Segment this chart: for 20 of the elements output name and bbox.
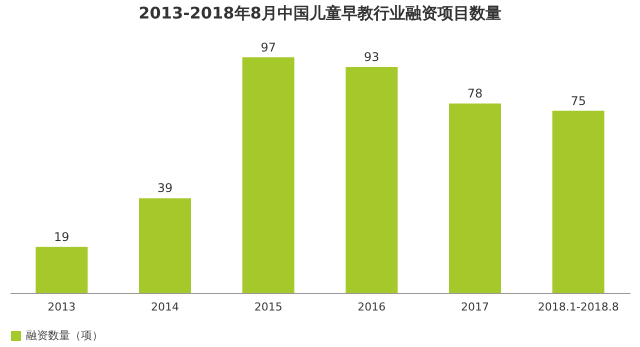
x-tick-label: 2014 [151,300,179,314]
data-label: 75 [570,94,586,108]
bar [449,103,501,293]
bar [552,110,604,293]
x-tick-label: 2013 [48,300,76,314]
data-label: 93 [364,50,380,64]
x-tick-label: 2018.1-2018.8 [538,300,619,314]
bar [242,57,294,293]
data-label: 97 [260,40,276,54]
x-tick-label: 2016 [358,300,386,314]
chart-title: 2013-2018年8月中国儿童早教行业融资项目数量 [138,3,502,22]
data-label: 19 [54,230,70,244]
data-label: 78 [467,86,483,100]
x-tick-label: 2015 [254,300,282,314]
bar [346,67,398,293]
bar [139,198,191,293]
legend-label: 融资数量（项） [26,329,103,342]
x-tick-label: 2017 [461,300,489,314]
bar [36,246,88,293]
data-label: 39 [157,181,173,196]
